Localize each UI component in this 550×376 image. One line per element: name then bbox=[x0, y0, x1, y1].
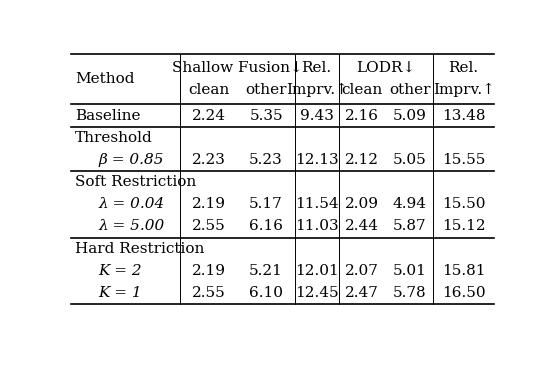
Text: Imprv.↑: Imprv.↑ bbox=[285, 83, 348, 97]
Text: 11.54: 11.54 bbox=[295, 197, 338, 211]
Text: Baseline: Baseline bbox=[75, 109, 141, 123]
Text: λ = 5.00: λ = 5.00 bbox=[98, 220, 165, 233]
Text: 2.19: 2.19 bbox=[192, 264, 226, 277]
Text: 2.23: 2.23 bbox=[192, 153, 226, 167]
Text: 6.16: 6.16 bbox=[249, 220, 283, 233]
Text: λ = 0.04: λ = 0.04 bbox=[98, 197, 165, 211]
Text: 2.55: 2.55 bbox=[192, 220, 226, 233]
Text: 5.17: 5.17 bbox=[249, 197, 283, 211]
Text: 5.21: 5.21 bbox=[249, 264, 283, 277]
Text: 15.55: 15.55 bbox=[442, 153, 485, 167]
Text: 5.01: 5.01 bbox=[393, 264, 426, 277]
Text: Rel.: Rel. bbox=[449, 61, 478, 75]
Text: 5.05: 5.05 bbox=[393, 153, 426, 167]
Text: 15.12: 15.12 bbox=[442, 220, 486, 233]
Text: 2.12: 2.12 bbox=[345, 153, 379, 167]
Text: Threshold: Threshold bbox=[75, 131, 153, 145]
Text: 12.01: 12.01 bbox=[295, 264, 338, 277]
Text: 2.24: 2.24 bbox=[192, 109, 226, 123]
Text: 5.87: 5.87 bbox=[393, 220, 426, 233]
Text: 2.44: 2.44 bbox=[345, 220, 379, 233]
Text: β = 0.85: β = 0.85 bbox=[98, 153, 164, 167]
Text: 5.35: 5.35 bbox=[249, 109, 283, 123]
Text: Imprv.↑: Imprv.↑ bbox=[433, 83, 494, 97]
Text: 9.43: 9.43 bbox=[300, 109, 333, 123]
Text: 2.19: 2.19 bbox=[192, 197, 226, 211]
Text: Method: Method bbox=[75, 72, 135, 86]
Text: K = 1: K = 1 bbox=[98, 286, 142, 300]
Text: other: other bbox=[389, 83, 430, 97]
Text: 12.13: 12.13 bbox=[295, 153, 338, 167]
Text: LODR↓: LODR↓ bbox=[356, 61, 415, 75]
Text: 2.07: 2.07 bbox=[345, 264, 379, 277]
Text: clean: clean bbox=[188, 83, 229, 97]
Text: other: other bbox=[245, 83, 287, 97]
Text: 2.47: 2.47 bbox=[345, 286, 379, 300]
Text: 15.50: 15.50 bbox=[442, 197, 486, 211]
Text: 12.45: 12.45 bbox=[295, 286, 338, 300]
Text: 4.94: 4.94 bbox=[393, 197, 427, 211]
Text: Shallow Fusion↓: Shallow Fusion↓ bbox=[172, 61, 303, 75]
Text: 15.81: 15.81 bbox=[442, 264, 486, 277]
Text: 11.03: 11.03 bbox=[295, 220, 338, 233]
Text: clean: clean bbox=[342, 83, 383, 97]
Text: Soft Restriction: Soft Restriction bbox=[75, 175, 196, 189]
Text: Hard Restriction: Hard Restriction bbox=[75, 241, 205, 256]
Text: 13.48: 13.48 bbox=[442, 109, 486, 123]
Text: 6.10: 6.10 bbox=[249, 286, 283, 300]
Text: 2.16: 2.16 bbox=[345, 109, 379, 123]
Text: 5.23: 5.23 bbox=[249, 153, 283, 167]
Text: 5.09: 5.09 bbox=[393, 109, 426, 123]
Text: 2.09: 2.09 bbox=[345, 197, 379, 211]
Text: 16.50: 16.50 bbox=[442, 286, 486, 300]
Text: Rel.: Rel. bbox=[301, 61, 332, 75]
Text: 5.78: 5.78 bbox=[393, 286, 426, 300]
Text: K = 2: K = 2 bbox=[98, 264, 142, 277]
Text: 2.55: 2.55 bbox=[192, 286, 226, 300]
